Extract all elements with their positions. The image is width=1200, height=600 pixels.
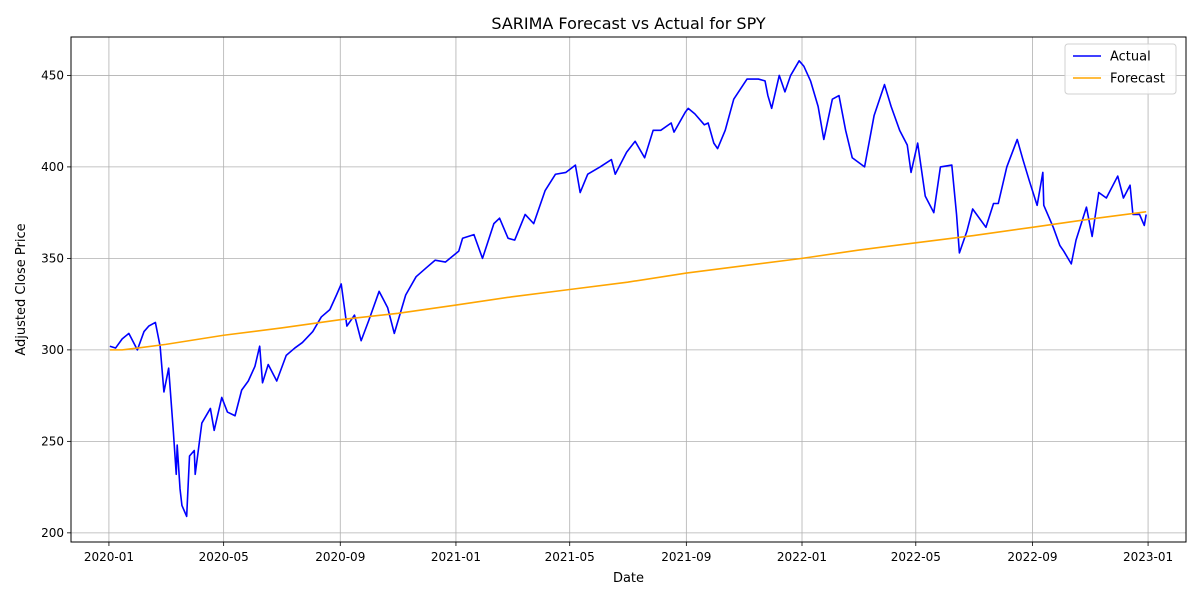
y-tick-label: 200 [41, 526, 64, 540]
axis-ticks: 2020-01 2020-05 2020-09 2021-01 2021-05 2021-… [41, 68, 1173, 564]
series-line-actual [109, 59, 1147, 518]
x-tick-label: 2021-09 [661, 550, 711, 564]
x-tick-label: 2023-01 [1123, 550, 1173, 564]
legend: Actual Forecast [1064, 43, 1177, 95]
y-tick-label: 250 [41, 434, 64, 448]
y-axis-title: Adjusted Close Price [14, 223, 29, 355]
chart-title: SARIMA Forecast vs Actual for SPY [491, 14, 766, 33]
y-tick-label: 450 [41, 68, 64, 82]
y-tick-label: 300 [41, 343, 64, 357]
x-tick-label: 2022-01 [777, 550, 827, 564]
grid [71, 37, 1186, 542]
x-tick-label: 2022-05 [891, 550, 941, 564]
series-lines [109, 59, 1147, 518]
x-tick-label: 2020-09 [315, 550, 365, 564]
x-axis-title: Date [613, 571, 644, 586]
y-tick-label: 350 [41, 251, 64, 265]
x-tick-label: 2020-05 [199, 550, 249, 564]
y-tick-label: 400 [41, 160, 64, 174]
x-tick-label: 2021-05 [545, 550, 595, 564]
legend-label-forecast: Forecast [1110, 72, 1165, 87]
x-tick-label: 2021-01 [431, 550, 481, 564]
x-tick-label: 2020-01 [84, 550, 134, 564]
legend-label-actual: Actual [1110, 50, 1151, 65]
series-line-forecast [109, 210, 1147, 351]
plot-frame [70, 36, 1187, 543]
x-tick-label: 2022-09 [1007, 550, 1057, 564]
